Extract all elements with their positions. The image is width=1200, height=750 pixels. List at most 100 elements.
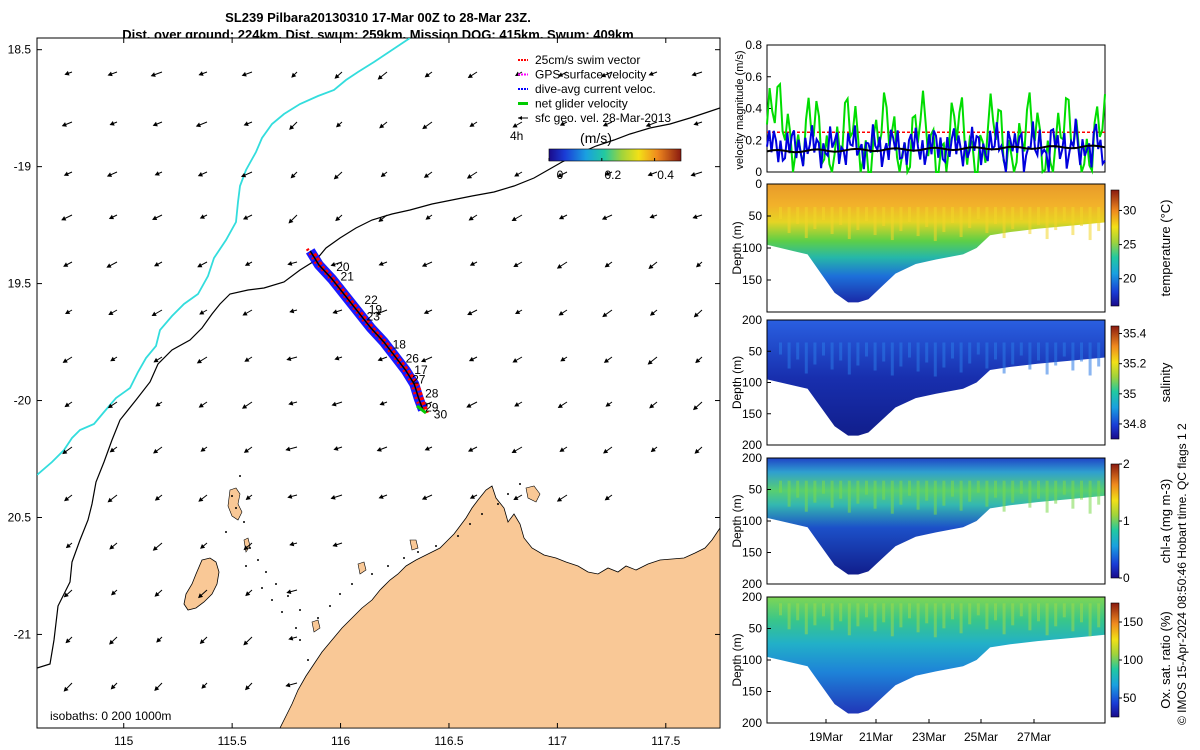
velocity-arrow-head [242, 311, 248, 316]
colorbar-tick-label: 0 [557, 168, 564, 182]
section-profile-streak [873, 207, 877, 236]
velocity-arrow-head [332, 309, 338, 315]
islet-dot [417, 551, 419, 553]
section-y-tick-label: 200 [742, 438, 762, 452]
section-profile-streak [985, 207, 989, 234]
velocity-arrow-head [242, 215, 249, 220]
velocity-arrow-head [333, 174, 339, 180]
velocity-arrow-head [243, 545, 249, 551]
velocity-arrow-head [559, 121, 565, 126]
section-profile-streak [1011, 480, 1015, 503]
velocity-arrow-head [378, 217, 384, 222]
velocity-arrow-head [109, 447, 115, 453]
section-profile-streak [1019, 207, 1023, 221]
velocity-arrow-head [63, 171, 69, 177]
section-profile-streak [779, 207, 782, 220]
velocity-arrow-head [110, 684, 116, 690]
velocity-arrow-head [469, 122, 475, 127]
velocity-arrow-head [243, 640, 249, 646]
section-profile-streak [1088, 207, 1092, 241]
velocity-arrow-head [286, 589, 292, 595]
section-profile-streak [787, 480, 791, 507]
section-profile-streak [856, 603, 860, 627]
velocity-arrow-head [693, 312, 699, 318]
velocity-arrow-head [154, 591, 160, 597]
velocity-arrow-head [196, 358, 202, 364]
section-colorbar-tick-label: 34.8 [1123, 417, 1147, 431]
map-x-tick-label: 115 [114, 734, 133, 748]
legend-label-dive: dive-avg current veloc. [535, 82, 656, 96]
velocity-arrow-head [379, 123, 385, 129]
velocity-arrow-head [604, 495, 610, 501]
section-profile-streak [813, 603, 817, 626]
velocity-arrow-head [154, 171, 160, 176]
map-x-tick-label: 115.5 [218, 734, 247, 748]
section-colorbar-tick-label: 35.2 [1123, 357, 1147, 371]
section-profile-streak [1019, 603, 1023, 617]
velocity-arrow-head [288, 635, 294, 641]
section-profile-streak [1062, 480, 1066, 495]
section-profile-streak [779, 480, 782, 493]
section-profile-streak [1045, 480, 1049, 513]
velocity-arrow-head [649, 403, 655, 409]
section-colorbar-tick-label: 35.4 [1123, 327, 1147, 341]
track-day-label: 30 [434, 408, 448, 422]
velocity-arrow-head [645, 122, 651, 127]
velocity-arrow-head [691, 71, 697, 77]
map-y-tick-label: 20.5 [8, 510, 32, 524]
velocity-arrow-head [65, 309, 71, 315]
legend-interval-label: 4h [510, 129, 523, 143]
track-day-label: 19 [369, 302, 383, 316]
section-profile-streak [925, 480, 929, 501]
section-profile-streak [830, 480, 834, 508]
section-profile-streak [1028, 603, 1032, 631]
track-day-label: 21 [341, 270, 355, 284]
velocity-arrow-head [694, 448, 700, 454]
section-profile-streak [933, 207, 937, 242]
velocity-arrow-head [243, 448, 249, 453]
section-profile-streak [847, 207, 851, 240]
track-day-label: 29 [425, 401, 439, 415]
section-profile-streak [1037, 480, 1040, 499]
time-tick-label: 21Mar [859, 730, 893, 744]
section-profile-streak [804, 603, 808, 635]
section-profile-streak [959, 207, 963, 238]
islet-dot [519, 483, 521, 485]
islet-dot [275, 583, 277, 585]
section-profile-streak [985, 480, 989, 507]
section-profile-streak [1080, 480, 1083, 500]
velocity-arrow-head [288, 218, 294, 224]
velocity-arrow-head [647, 359, 653, 365]
velocity-arrow-head [556, 497, 563, 502]
map-x-tick-label: 117 [548, 734, 567, 748]
velocity-arrow-head [199, 310, 205, 315]
velocity-arrow-head [421, 262, 428, 267]
section-profile-streak [899, 603, 903, 628]
land-mass [279, 485, 720, 728]
section-profile-streak [1088, 480, 1092, 514]
velocity-arrow-head [601, 215, 608, 220]
section-y-tick-label: 100 [742, 376, 762, 390]
velocity-arrow-head [65, 543, 71, 549]
section-profile-streak [1037, 603, 1040, 622]
section-profile-streak [942, 342, 946, 368]
velocity-arrow-head [153, 261, 160, 267]
island [183, 557, 220, 611]
velocity-arrow-head [197, 262, 203, 268]
velocity-panel: 0 0.2 0.4 0.6 0.8 velocity magnitude (m/s) [734, 38, 1106, 179]
velocity-arrow-head [376, 447, 382, 452]
velocity-arrow-head [61, 122, 67, 127]
islet-dot [497, 503, 499, 505]
section-colorbar-tick-label: 100 [1123, 653, 1143, 667]
section-colorbar-tick-label: 20 [1123, 272, 1137, 286]
islet-dot [287, 595, 289, 597]
velocity-arrow-head [600, 72, 607, 78]
velocity-arrow-head [244, 357, 250, 362]
islet-dot [307, 659, 309, 661]
section-colorbar-tick-label: 30 [1123, 203, 1137, 217]
velocity-arrow-head [559, 447, 565, 452]
velocity-arrow-head [377, 356, 383, 362]
scattered-islets [225, 475, 521, 661]
section-y-tick-label: 50 [749, 344, 763, 358]
